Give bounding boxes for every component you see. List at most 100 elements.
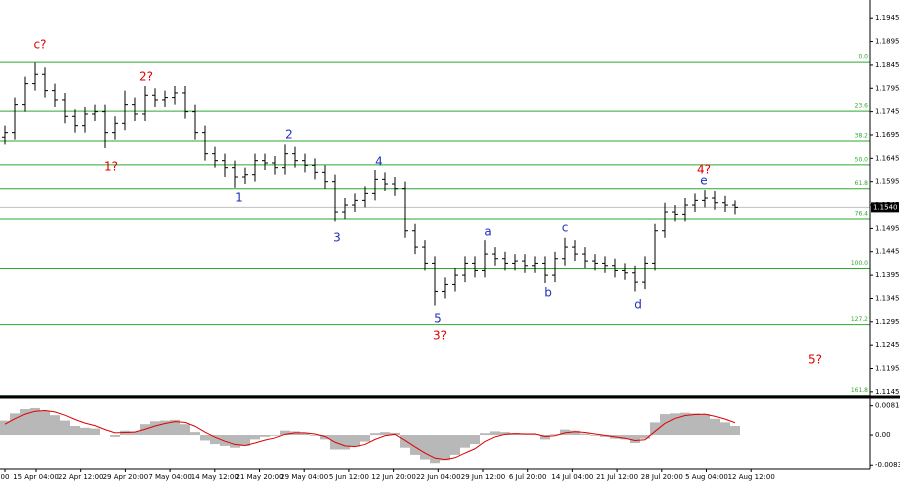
histogram-bar: [270, 435, 280, 436]
x-tick-label: 15 Apr 04:00: [13, 473, 59, 481]
fib-label: 100.0: [851, 260, 868, 267]
fib-label: 38.2: [855, 133, 869, 140]
x-tick-label: 21 May 20:00: [235, 473, 283, 481]
histogram-bar: [430, 435, 440, 464]
wave-label: a: [484, 225, 491, 239]
wave-label: 5?: [808, 353, 822, 367]
histogram-bar: [470, 435, 480, 445]
histogram-bar: [530, 434, 540, 436]
x-tick-label: 14 Jul 04:00: [551, 473, 593, 481]
wave-label: c: [562, 221, 569, 235]
wave-label: e: [700, 174, 707, 188]
y-tick-label: 1.1395: [875, 271, 900, 279]
histogram-bar: [590, 435, 600, 436]
y-tick-label: 0.00: [875, 431, 891, 439]
x-tick-label: 5 Jun 12:00: [329, 473, 369, 481]
y-tick-label: 1.1245: [875, 341, 900, 349]
histogram-bar: [680, 412, 690, 436]
histogram-bar: [90, 428, 100, 436]
histogram-bar: [600, 435, 610, 437]
histogram-bar: [670, 413, 680, 436]
histogram-bar: [50, 415, 60, 436]
histogram-bar: [80, 427, 90, 436]
histogram-bar: [370, 433, 380, 436]
histogram-bar: [30, 407, 40, 436]
x-tick-label: 14 May 12:00: [191, 473, 239, 481]
x-tick-label: 29 Apr 20:00: [103, 473, 149, 481]
histogram-bar: [410, 435, 420, 455]
fib-label: 76.4: [855, 211, 869, 218]
fib-label: 0.0: [858, 54, 868, 61]
wave-label: 5: [434, 312, 442, 326]
histogram-bar: [320, 435, 330, 440]
histogram-bar: [380, 432, 390, 436]
histogram-bar: [110, 435, 120, 437]
histogram-bar: [360, 435, 370, 442]
y-tick-label: 1.1845: [875, 61, 900, 69]
histogram-bar: [700, 414, 710, 436]
fib-label: 161.8: [851, 387, 868, 394]
wave-label: 3?: [433, 329, 447, 343]
x-tick-label: 21 Jul 12:00: [596, 473, 638, 481]
histogram-bar: [540, 435, 550, 440]
histogram-bar: [480, 433, 490, 436]
x-tick-label: 6 Jul 20:00: [509, 473, 547, 481]
histogram-bar: [690, 413, 700, 436]
wave-label: 1: [235, 191, 243, 205]
histogram-bar: [640, 435, 650, 439]
y-tick-label: 1.1695: [875, 131, 900, 139]
wave-label: 3: [333, 231, 341, 245]
y-tick-label: 1.1445: [875, 248, 900, 256]
histogram-bar: [160, 420, 170, 436]
histogram-bar: [230, 435, 240, 448]
histogram-bar: [350, 435, 360, 447]
histogram-bar: [660, 414, 670, 436]
x-tick-label: 29 Jun 12:00: [461, 473, 505, 481]
histogram-bar: [170, 419, 180, 436]
wave-label: b: [544, 286, 552, 300]
histogram-bar: [40, 410, 50, 436]
histogram-bar: [220, 435, 230, 446]
histogram-bar: [150, 421, 160, 436]
histogram-bar: [710, 418, 720, 436]
y-tick-label: 1.1595: [875, 178, 900, 186]
histogram-bar: [720, 422, 730, 436]
histogram-bar: [570, 430, 580, 436]
fib-label: 61.8: [855, 180, 869, 187]
y-tick-label: 1.1495: [875, 224, 900, 232]
histogram-bar: [340, 435, 350, 450]
y-tick-label: 1.1645: [875, 154, 900, 162]
histogram-bar: [20, 409, 30, 436]
x-tick-label: 00: [1, 473, 10, 481]
x-tick-label: 5 Aug 04:00: [685, 473, 728, 481]
x-tick-label: 22 Jun 04:00: [416, 473, 460, 481]
y-tick-label: 0.00814: [875, 402, 900, 410]
wave-label: c?: [34, 38, 47, 52]
histogram-bar: [630, 435, 640, 443]
histogram-bar: [620, 435, 630, 440]
histogram-bar: [180, 424, 190, 436]
histogram-bar: [60, 420, 70, 436]
wave-label: 1?: [104, 160, 118, 174]
x-tick-label: 22 Apr 12:00: [58, 473, 104, 481]
y-tick-label: 1.1895: [875, 38, 900, 46]
x-tick-label: 28 Jul 20:00: [641, 473, 683, 481]
fib-label: 23.6: [855, 103, 869, 110]
histogram-bar: [200, 435, 210, 441]
y-tick-label: 1.1345: [875, 294, 900, 302]
x-tick-label: 29 May 04:00: [280, 473, 328, 481]
wave-label: 2: [285, 128, 293, 142]
fib-label: 127.2: [851, 316, 868, 323]
histogram-bar: [400, 435, 410, 448]
histogram-bar: [490, 431, 500, 436]
histogram-bar: [730, 426, 740, 436]
y-tick-label: 1.1195: [875, 365, 900, 373]
histogram-bar: [500, 432, 510, 436]
y-tick-label: 1.1145: [875, 388, 900, 396]
wave-label: d: [634, 298, 642, 312]
wave-label: 4?: [697, 163, 711, 177]
histogram-bar: [0, 420, 10, 436]
y-tick-label: 1.1945: [875, 14, 900, 22]
x-tick-label: 12 Jun 20:00: [371, 473, 415, 481]
